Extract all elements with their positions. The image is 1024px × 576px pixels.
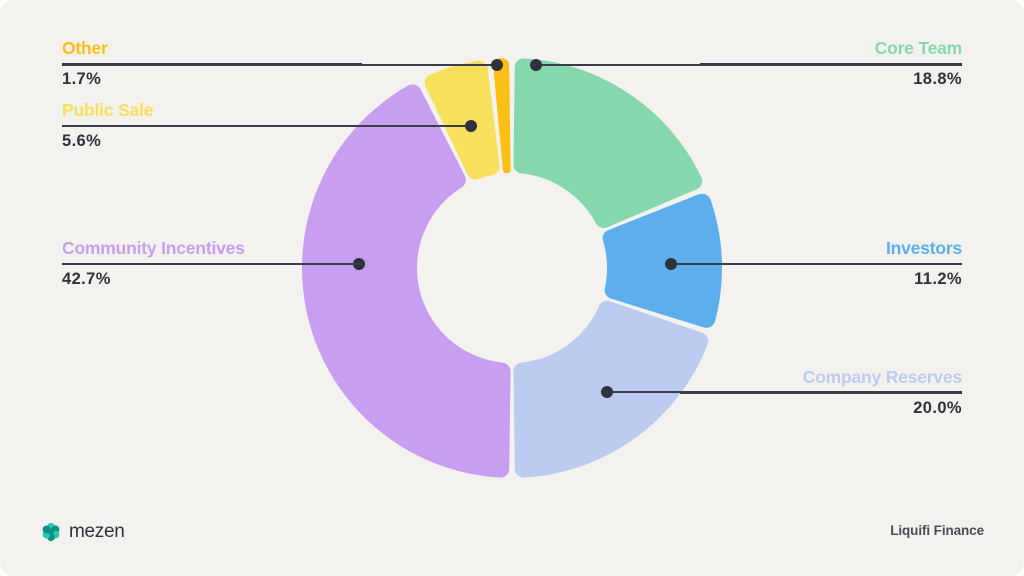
callout-company-reserves[interactable]: Company Reserves 20.0% [680,367,962,418]
callout-category-company-reserves: Company Reserves [802,367,962,387]
mezen-cluster-logo-icon [42,522,60,542]
leader-dot-investors [665,258,677,270]
source-label: Liquifi Finance [890,523,984,538]
callout-rule [62,125,362,127]
callout-category-community-incentives: Community Incentives [62,238,245,258]
donut-slice-core-team[interactable] [513,58,703,229]
callout-rule [700,263,962,265]
brand-footer: mezen [40,521,125,543]
callout-public-sale[interactable]: Public Sale 5.6% [62,100,362,151]
callout-rule [62,263,362,265]
brand-wordmark: mezen [69,521,125,542]
donut-slice-community-incentives[interactable] [302,84,511,478]
callout-category-investors: Investors [885,238,962,258]
leader-dot-company-reserves [601,386,613,398]
callout-value-other: 1.7% [62,70,102,88]
callout-core-team[interactable]: Core Team 18.8% [700,38,962,89]
leader-dot-public-sale [465,120,477,132]
callout-category-other: Other [62,38,108,58]
leader-dot-other [491,59,503,71]
donut-slices-group [302,58,722,478]
donut-slice-public-sale[interactable] [424,60,500,180]
donut-slice-other[interactable] [493,58,511,174]
callout-category-public-sale: Public Sale [62,100,154,120]
callout-category-core-team: Core Team [874,38,963,58]
callout-value-public-sale: 5.6% [62,132,102,150]
callout-value-community-incentives: 42.7% [62,270,111,288]
leader-dot-core-team [530,59,542,71]
callout-rule [62,63,362,65]
callout-other[interactable]: Other 1.7% [62,38,362,89]
donut-slice-investors[interactable] [602,193,722,328]
callout-community-incentives[interactable]: Community Incentives 42.7% [62,238,362,289]
callout-investors[interactable]: Investors 11.2% [700,238,962,289]
callout-value-investors: 11.2% [914,270,962,288]
callout-value-company-reserves: 20.0% [913,399,962,417]
callout-rule [700,63,962,65]
callout-value-core-team: 18.8% [913,70,962,88]
callout-rule [680,392,962,394]
